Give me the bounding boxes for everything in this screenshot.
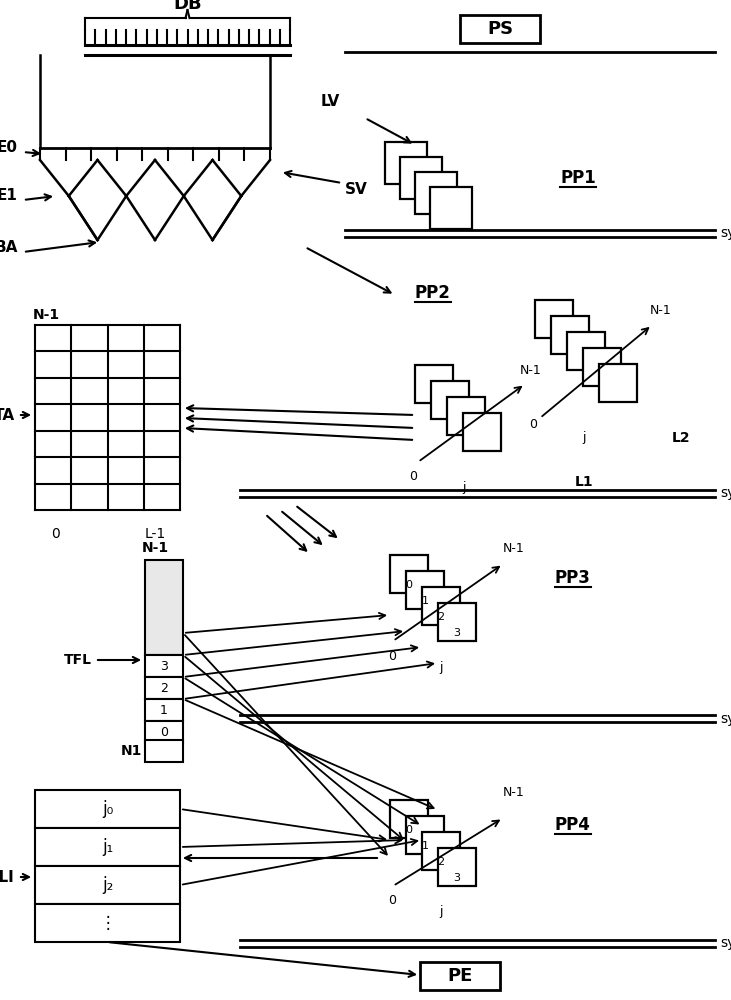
Bar (438, 603, 476, 641)
Text: ⋮: ⋮ (99, 914, 115, 932)
Text: 1: 1 (422, 596, 428, 606)
Bar (400, 157, 442, 199)
Text: TLI: TLI (0, 869, 15, 884)
Text: sync: sync (720, 227, 731, 240)
Bar (385, 142, 427, 184)
Bar (463, 413, 501, 451)
Bar (415, 172, 457, 214)
Text: sync: sync (720, 936, 731, 950)
Text: 0: 0 (50, 527, 59, 541)
Bar (551, 316, 589, 354)
Bar (431, 381, 469, 419)
Bar (567, 332, 605, 370)
Bar (599, 364, 637, 402)
Text: 0: 0 (160, 726, 168, 738)
Text: 3: 3 (453, 628, 461, 638)
Text: j₀: j₀ (102, 800, 113, 818)
Text: BA: BA (0, 240, 18, 255)
Text: j: j (583, 430, 586, 444)
Text: 0: 0 (406, 580, 412, 590)
Text: 2: 2 (437, 612, 444, 622)
Text: 3: 3 (160, 660, 168, 672)
Bar (406, 816, 444, 854)
Text: N-1: N-1 (650, 304, 672, 316)
Bar (145, 721, 183, 743)
Text: PP2: PP2 (415, 284, 451, 302)
Text: PS: PS (487, 20, 513, 38)
Text: TFL: TFL (64, 653, 92, 667)
Text: L-1: L-1 (145, 527, 166, 541)
Text: N-1: N-1 (503, 542, 525, 554)
Bar (35, 866, 180, 904)
Text: 0: 0 (529, 418, 537, 432)
Text: j₂: j₂ (102, 876, 113, 894)
Text: 2: 2 (160, 682, 168, 694)
Bar (430, 187, 472, 229)
Text: 2: 2 (437, 857, 444, 867)
Text: L1: L1 (575, 475, 594, 489)
Text: 0: 0 (388, 894, 396, 908)
Text: N-1: N-1 (142, 541, 169, 555)
Text: 0: 0 (409, 470, 417, 483)
Text: 0: 0 (406, 825, 412, 835)
Text: TA: TA (0, 408, 15, 422)
Text: PP1: PP1 (560, 169, 596, 187)
Bar (145, 677, 183, 699)
Bar (535, 300, 573, 338)
Text: PP3: PP3 (555, 569, 591, 587)
Text: j₁: j₁ (102, 838, 113, 856)
Text: E0: E0 (0, 140, 18, 155)
Text: 3: 3 (453, 873, 461, 883)
Bar (390, 555, 428, 593)
Text: PE: PE (447, 967, 473, 985)
Bar (406, 571, 444, 609)
Bar (35, 790, 180, 828)
Text: N1: N1 (121, 744, 142, 758)
Text: 1: 1 (422, 841, 428, 851)
Text: L2: L2 (672, 431, 691, 445)
Text: E1: E1 (0, 188, 18, 204)
Text: 1: 1 (160, 704, 168, 716)
Text: PP4: PP4 (555, 816, 591, 834)
Bar (420, 962, 500, 990)
Text: sync: sync (720, 487, 731, 500)
Bar (460, 15, 540, 43)
Text: N-1: N-1 (503, 786, 525, 800)
Text: LV: LV (321, 95, 340, 109)
Bar (35, 904, 180, 942)
Text: 0: 0 (388, 650, 396, 662)
Bar (422, 832, 460, 870)
Bar (145, 655, 183, 677)
Text: j: j (439, 906, 443, 918)
Bar (415, 365, 453, 403)
Bar (583, 348, 621, 386)
Text: j: j (439, 660, 443, 674)
Bar (422, 587, 460, 625)
Bar (438, 848, 476, 886)
Text: DB: DB (173, 0, 202, 13)
Text: sync: sync (720, 712, 731, 726)
Bar (145, 699, 183, 721)
Bar (145, 740, 183, 762)
Text: N-1: N-1 (520, 363, 542, 376)
Bar (447, 397, 485, 435)
Bar (145, 560, 183, 655)
Bar (390, 800, 428, 838)
Text: N-1: N-1 (33, 308, 60, 322)
Bar (35, 828, 180, 866)
Text: j: j (462, 481, 466, 493)
Text: SV: SV (345, 182, 368, 198)
